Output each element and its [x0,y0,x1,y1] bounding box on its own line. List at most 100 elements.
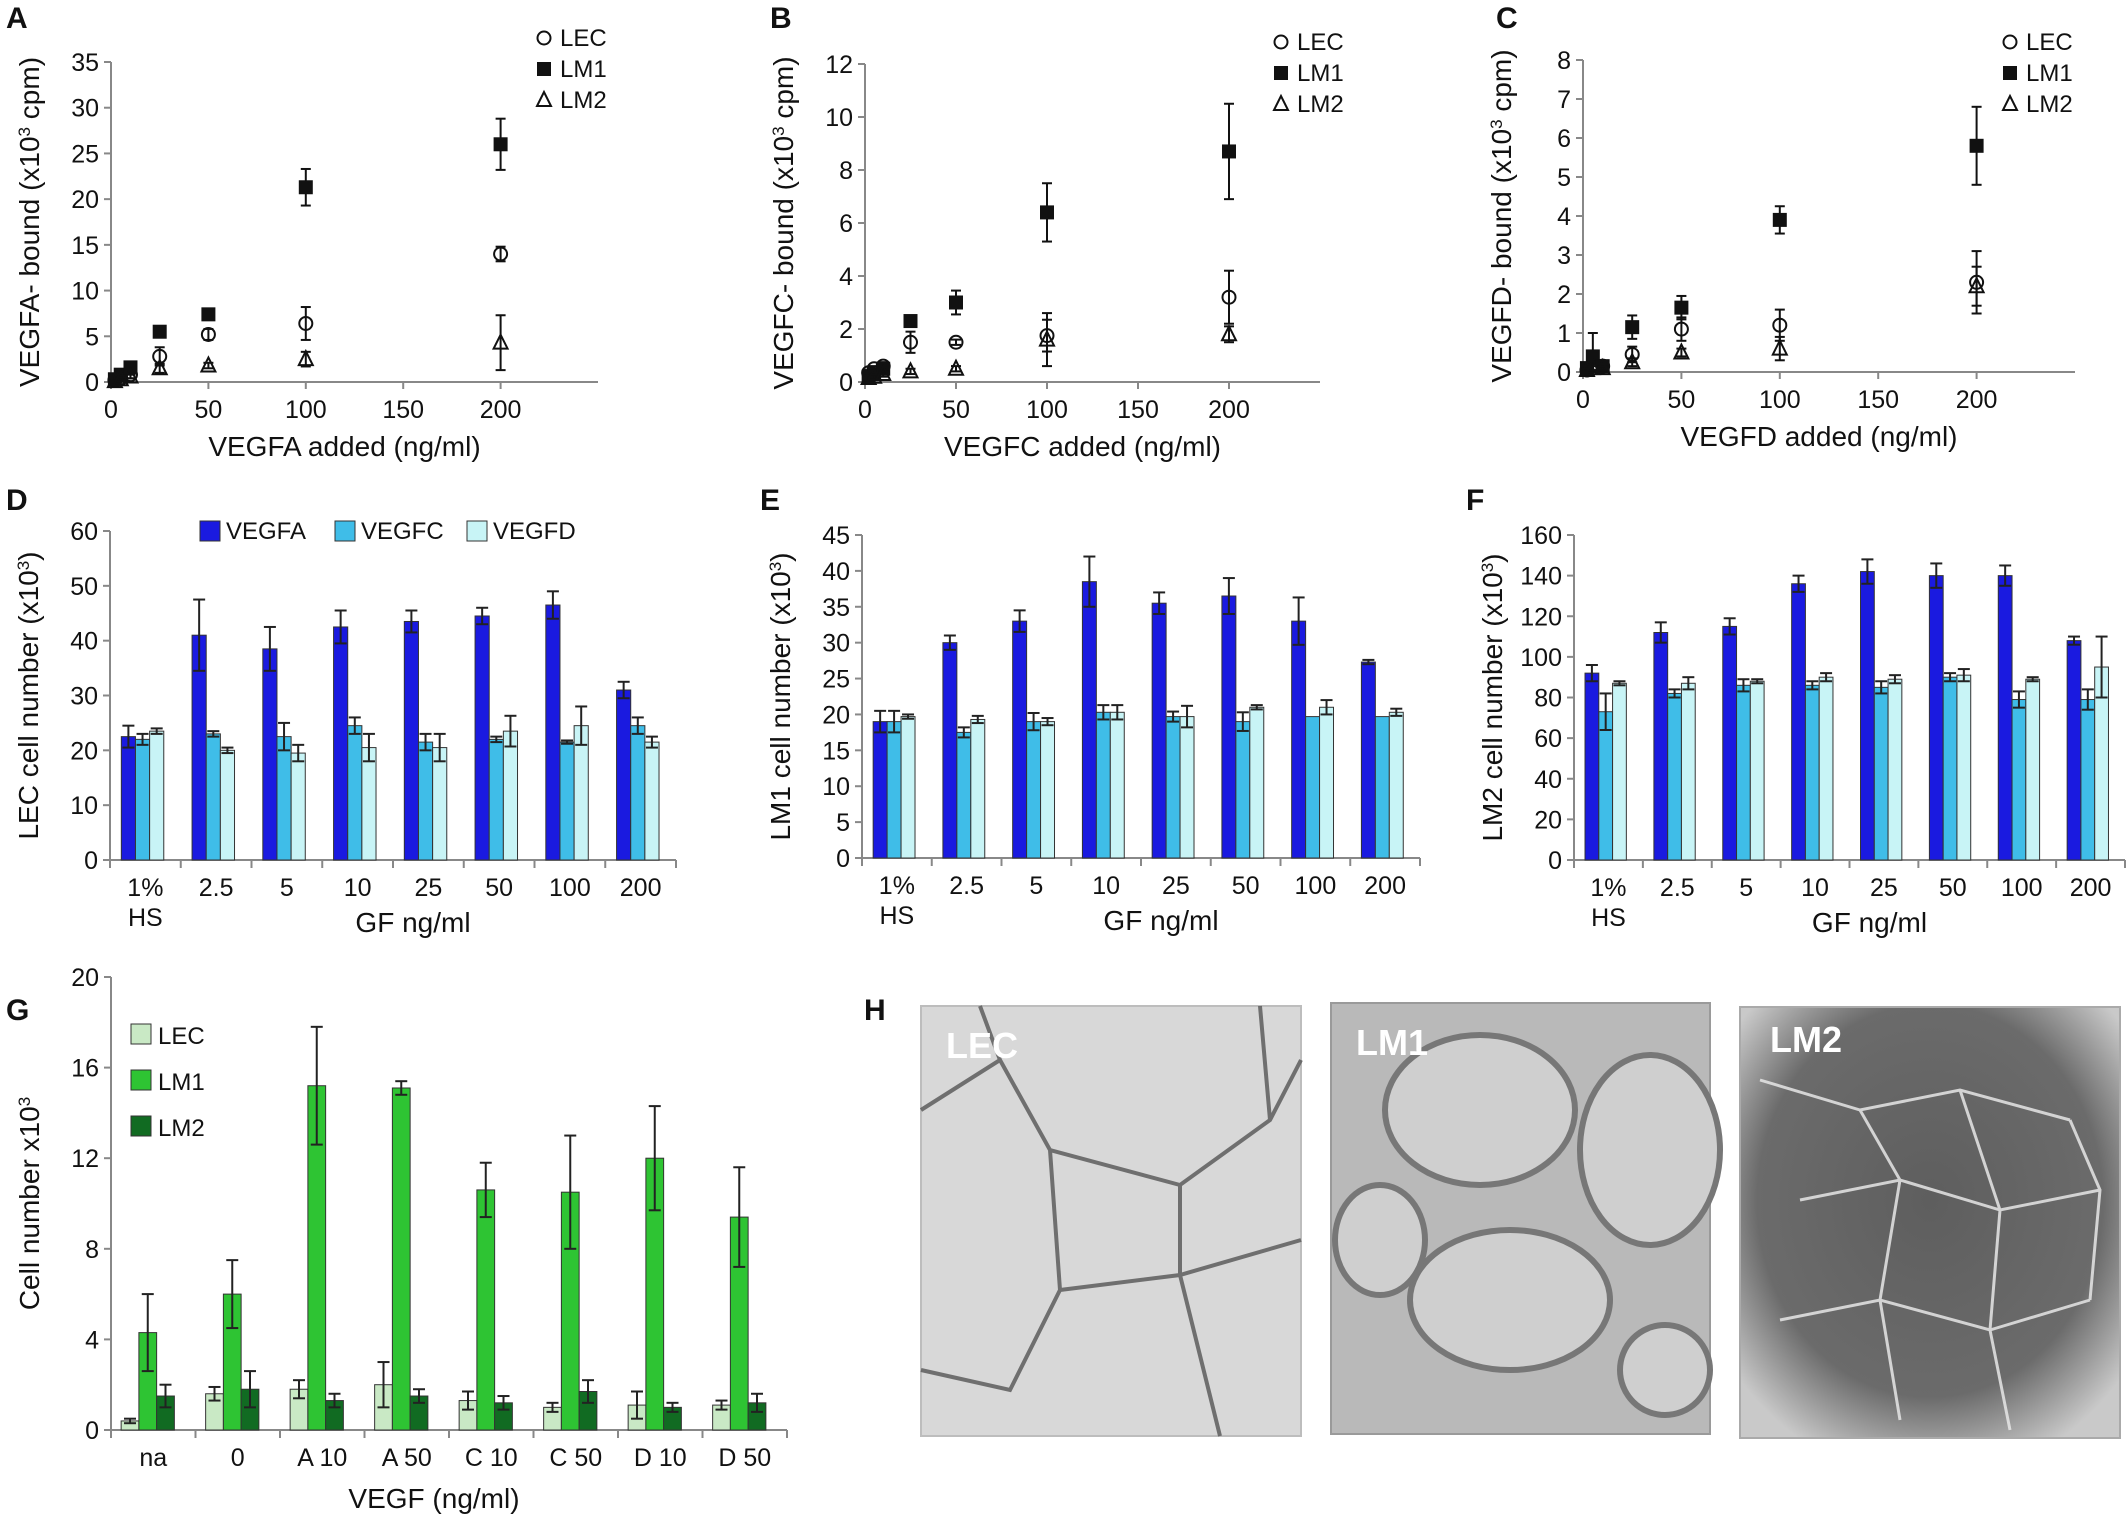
data-point-lm2 [901,361,920,379]
x-tick-label: 1% [127,874,163,902]
bar-vegfc [1736,684,1751,861]
legend-label-lm1: LM1 [1297,60,1344,87]
x-tick-label: 50 [1939,874,1967,902]
bar-vegfc [488,738,504,861]
data-point-lm1 [493,137,508,152]
x-tick-label: HS [1591,904,1626,932]
bar-vegfd [1956,674,1972,861]
x-tick-label: 200 [1956,386,1998,414]
bar-vegfc [1026,721,1042,859]
bar-vegfa [474,615,490,861]
y-tick-label: 2 [1557,281,1571,309]
x-tick-label: 50 [485,874,513,902]
y-tick-label: 20 [1534,806,1562,834]
y-tick-label: 5 [836,809,850,837]
x-tick-label: C 10 [465,1444,518,1472]
panel-letter-a: A [6,2,28,35]
bar-vegfc [347,725,363,861]
x-tick-label: 50 [194,396,222,424]
x-axis-title: GF ng/ml [1812,907,1927,938]
legend-marker-lm2 [2001,93,2019,111]
bar-vegfa [1653,632,1669,861]
bar-vegfd [432,747,448,861]
x-tick-label: 5 [1739,874,1753,902]
legend-marker-lec [2002,34,2018,50]
x-tick-label: 0 [231,1444,245,1472]
x-tick-label: 150 [382,396,424,424]
bar-chart-d: 0 10 20 30 40 50 60 1%HS 2.5 5 10 25 50 100 200 GF ng/m… [13,518,677,938]
legend-label-lm2: LM2 [560,87,607,114]
bar-vegfa [1722,625,1738,861]
y-tick-label: 6 [1557,125,1571,153]
bar-vegfa [1584,672,1600,861]
legend-label-vegfd: VEGFD [493,518,576,545]
x-tick-label: 100 [285,396,327,424]
data-point-lm2 [1623,352,1641,370]
y-tick-label: 0 [1557,359,1571,387]
y-tick-label: 40 [1534,766,1562,794]
y-axis-title: VEGFC- bound (x103 cpm) [768,56,799,389]
micrograph-lm1: LM1 [1330,1002,1723,1435]
y-tick-label: 20 [822,701,850,729]
x-tick-label: 100 [1295,872,1337,900]
bar-vegfa [545,604,561,861]
bar-vegfd [502,730,519,861]
bar-vegfd [1040,721,1056,859]
legend-label-lm1: LM1 [158,1069,205,1096]
y-tick-label: 160 [1520,522,1562,550]
bar-vegfd [290,752,306,861]
y-tick-label: 15 [71,232,99,260]
y-tick-label: 3 [1557,242,1571,270]
bar-vegfc [956,731,972,859]
y-tick-label: 6 [839,210,853,238]
x-tick-label: 200 [480,396,522,424]
data-point-lm1 [949,295,963,310]
bar-vegfc [1374,716,1390,859]
x-tick-label: 1% [879,872,915,900]
bar-vegfd [900,716,916,859]
x-tick-label: 0 [1576,386,1590,414]
y-tick-label: 60 [1534,725,1562,753]
data-point-lm1 [201,307,216,322]
x-tick-label: 150 [1117,396,1159,424]
y-axis-title: VEGFD- bound (x103 cpm) [1486,49,1517,382]
data-point-lm2 [947,358,965,376]
bar-vegfc [276,736,292,861]
legend-marker-lm1 [2003,66,2017,80]
x-tick-label: HS [128,904,163,932]
data-point-lm1 [152,324,167,339]
y-tick-label: 8 [85,1236,99,1264]
legend-label-lm2: LM2 [1297,91,1344,118]
data-point-lm2 [151,358,169,376]
bar-chart-f: 0 20 40 60 80 100 120 140 160 1%HS 2.5 5 10 25 50 100 20… [1477,522,2126,938]
data-point-lm1 [1674,300,1689,315]
y-tick-label: 0 [85,1417,99,1445]
y-tick-label: 5 [1557,164,1571,192]
legend-d: VEGFA VEGFC VEGFD [199,518,576,545]
data-point-lec [948,334,964,350]
x-tick-label: 25 [1162,872,1190,900]
micrograph-lm2: LM2 [1739,1006,2121,1439]
legend-marker-lm1 [1274,66,1288,80]
y-tick-label: 120 [1520,603,1562,631]
y-axis-title: VEGFA- bound (x103 cpm) [14,57,45,387]
y-tick-label: 20 [70,737,98,765]
x-tick-label: 5 [280,874,294,902]
x-tick-label: na [139,1444,167,1472]
x-tick-label: 100 [549,874,591,902]
bar-vegfd [1749,680,1765,861]
y-axis-title: LEC cell number (x103) [13,551,44,839]
y-tick-label: 0 [84,847,98,875]
y-tick-label: 25 [71,140,99,168]
data-point-lm2 [1220,324,1238,342]
y-tick-label: 10 [825,104,853,132]
legend-swatch-lm2 [130,1115,152,1137]
y-tick-label: 12 [825,51,853,79]
x-tick-label: 0 [858,396,872,424]
data-point-lm1 [1772,212,1787,227]
bar-vegfa [1012,620,1028,859]
x-tick-label: 25 [414,874,442,902]
x-tick-label: C 50 [549,1444,602,1472]
bar-vegfa [2066,640,2082,861]
